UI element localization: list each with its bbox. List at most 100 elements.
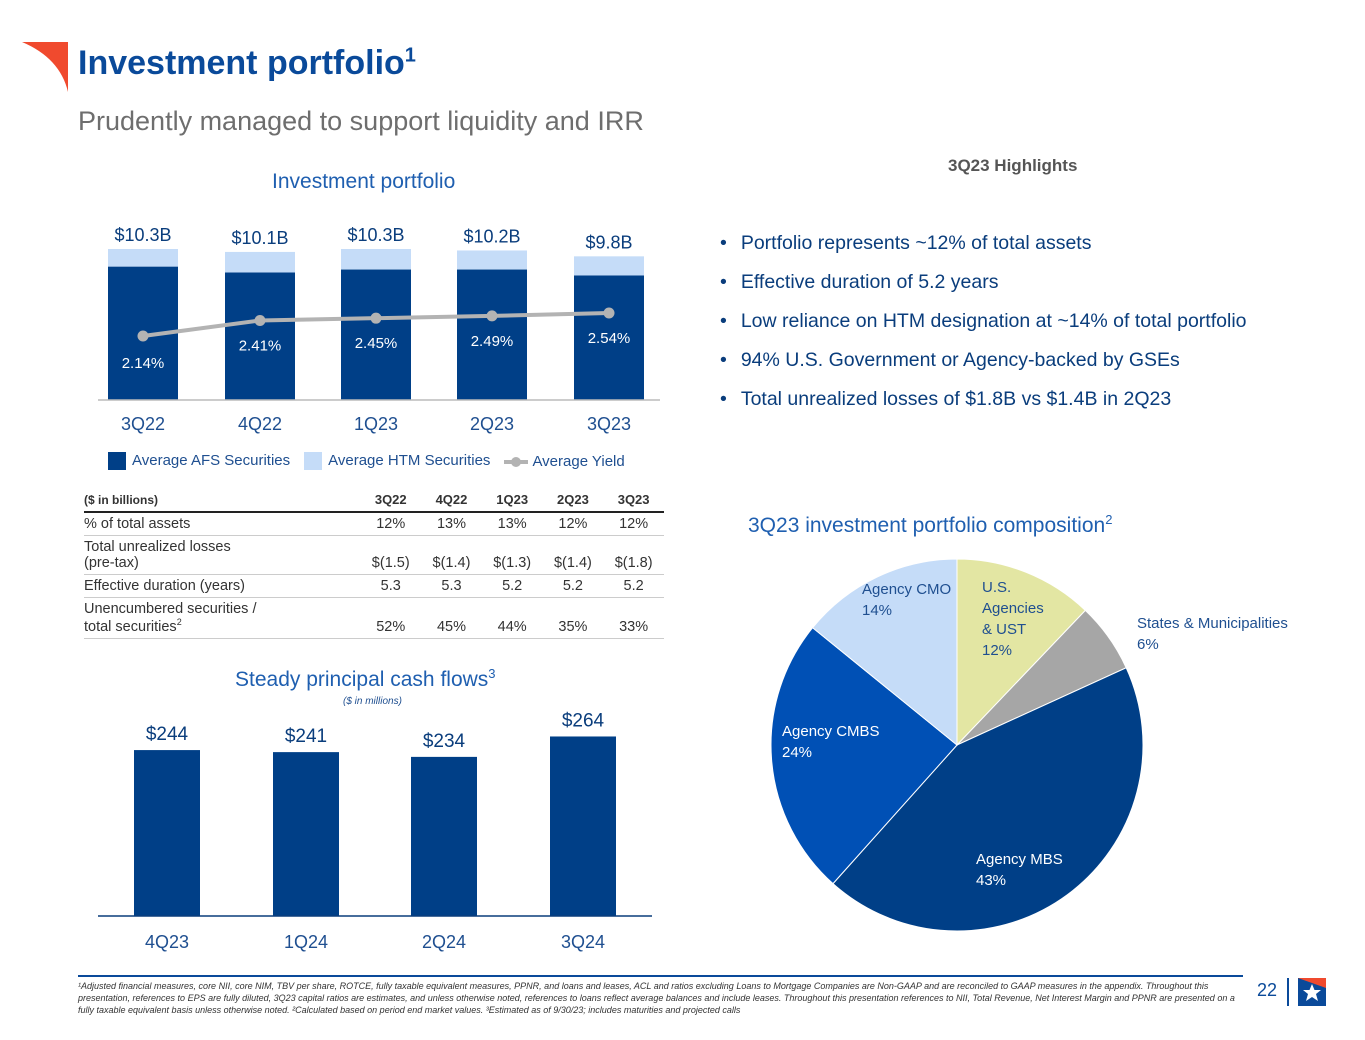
cashflow-chart-title: Steady principal cash flows3 — [235, 666, 496, 692]
total-label: $10.3B — [347, 225, 404, 245]
category-label: 3Q24 — [561, 932, 605, 952]
highlight-item: Effective duration of 5.2 years — [720, 271, 1247, 310]
slice-label-line: & UST — [982, 621, 1026, 638]
cashflow-bar-chart: $244 4Q23 $241 1Q24 $234 2Q24 $264 3Q24 — [98, 710, 652, 952]
pie-chart-title: 3Q23 investment portfolio composition2 — [748, 512, 1112, 538]
value-label: $264 — [562, 710, 605, 731]
category-label: 2Q24 — [422, 932, 466, 952]
column-header: ($ in billions) — [84, 488, 361, 513]
value-label: $234 — [423, 731, 466, 752]
portfolio-chart-legend: Average AFS Securities Average HTM Secur… — [108, 452, 625, 471]
htm-bar — [341, 249, 411, 270]
total-label: $10.1B — [231, 228, 288, 248]
column-header: 3Q22 — [360, 488, 422, 513]
total-label: $10.2B — [463, 226, 520, 246]
table-cell: $(1.8) — [603, 535, 664, 575]
portfolio-chart-title: Investment portfolio — [272, 170, 456, 193]
afs-bar — [457, 269, 527, 400]
highlight-item: 94% U.S. Government or Agency-backed by … — [720, 349, 1247, 388]
category-label: 2Q23 — [470, 414, 514, 434]
table-cell: 5.3 — [421, 574, 482, 598]
category-label: 1Q23 — [354, 414, 398, 434]
htm-bar — [225, 251, 295, 273]
legend-line-icon — [504, 456, 529, 467]
yield-label: 2.41% — [239, 337, 282, 354]
cashflow-bar — [134, 750, 200, 916]
table-cell: 12% — [603, 512, 664, 536]
slice-label-line: Agency CMO — [862, 581, 951, 598]
legend-htm: Average HTM Securities — [304, 452, 491, 471]
table-cell: $(1.4) — [421, 535, 482, 575]
total-label: $9.8B — [585, 232, 632, 252]
afs-bar — [574, 275, 644, 400]
table-row: Total unrealized losses (pre-tax) $(1.5) $(… — [84, 535, 664, 575]
yield-label: 2.45% — [355, 335, 398, 352]
htm-bar — [574, 256, 644, 276]
legend-label: Average HTM Securities — [328, 452, 491, 469]
yield-label: 2.49% — [471, 333, 514, 350]
yield-point — [254, 314, 266, 326]
yield-point — [137, 330, 149, 342]
table-cell: $(1.3) — [481, 535, 543, 575]
highlight-item: Portfolio represents ~12% of total asset… — [720, 232, 1247, 271]
table-cell: 12% — [360, 512, 422, 536]
footnote-mark: 2 — [176, 617, 182, 627]
table-cell: $(1.4) — [542, 535, 604, 575]
table-cell: 5.3 — [360, 574, 422, 598]
column-header: 1Q23 — [481, 488, 543, 513]
legend-yield: Average Yield — [504, 452, 625, 470]
title-text: Investment portfolio — [78, 44, 405, 82]
total-label: $10.3B — [114, 225, 171, 245]
afs-bar — [341, 269, 411, 400]
footnote-mark: 2 — [1105, 512, 1113, 527]
slice-label-line: Agencies — [982, 600, 1044, 617]
table-cell: 52% — [360, 597, 422, 639]
table-row: Effective duration (years) 5.3 5.3 5.2 5.2 5.… — [84, 574, 664, 598]
page-number-divider — [1287, 978, 1289, 1006]
logo-swoosh-icon — [22, 42, 68, 92]
table-cell: 35% — [542, 597, 604, 639]
htm-bar — [457, 250, 527, 270]
slice-label: States & Municipalities 6% — [1137, 615, 1288, 653]
row-label: % of total assets — [84, 512, 361, 536]
slice-label-line: Agency CMBS — [782, 723, 880, 740]
value-label: $244 — [146, 724, 189, 745]
slice-label-line: 12% — [982, 642, 1012, 659]
column-header: 2Q23 — [542, 488, 604, 513]
row-label-line: Unencumbered securities / — [84, 601, 257, 617]
footnote: ¹Adjusted financial measures, core NII, … — [78, 981, 1235, 1015]
value-label: $241 — [285, 726, 327, 747]
portfolio-bar-chart: $10.3B 3Q22 $10.1B 4Q22 $10.3B 1Q23 $10.2B 2Q23… — [98, 225, 660, 434]
table-cell: 44% — [481, 597, 543, 639]
highlight-item: Low reliance on HTM designation at ~14% … — [720, 310, 1247, 349]
yield-label: 2.14% — [122, 355, 165, 372]
pie-slice — [770, 627, 958, 885]
legend-label: Average Yield — [532, 452, 625, 470]
yield-label: 2.54% — [588, 330, 631, 347]
pie-slice — [956, 558, 1087, 747]
table-cell: 13% — [421, 512, 482, 536]
table-header-row: ($ in billions) 3Q22 4Q22 1Q23 2Q23 3Q23 — [84, 488, 664, 513]
slice-label-line: States & Municipalities — [1137, 615, 1288, 632]
composition-pie-chart: U.S. Agencies & UST 12% States & Municipalit… — [770, 558, 1288, 932]
row-label-line: (pre-tax) — [84, 555, 139, 571]
category-label: 4Q22 — [238, 414, 282, 434]
yield-point — [603, 307, 615, 319]
page-number: 22 — [1257, 980, 1278, 1000]
slice-label: Agency MBS 43% — [976, 851, 1063, 889]
pie-slice — [811, 558, 958, 747]
table-cell: 33% — [603, 597, 664, 639]
legend-afs: Average AFS Securities — [108, 452, 290, 471]
category-label: 3Q22 — [121, 414, 165, 434]
slice-label: Agency CMBS 24% — [782, 723, 880, 761]
table-cell: 12% — [542, 512, 604, 536]
row-label-line: Total unrealized losses — [84, 539, 231, 555]
column-header: 3Q23 — [603, 488, 664, 513]
row-label-line: total securities — [84, 618, 177, 635]
page-title: Investment portfolio1 — [78, 44, 416, 83]
category-label: 1Q24 — [284, 932, 328, 952]
cashflow-units: ($ in millions) — [343, 696, 402, 707]
portfolio-metrics-table: ($ in billions) 3Q22 4Q22 1Q23 2Q23 3Q23 % of … — [84, 488, 664, 639]
highlights-list: Portfolio represents ~12% of total asset… — [720, 232, 1247, 427]
